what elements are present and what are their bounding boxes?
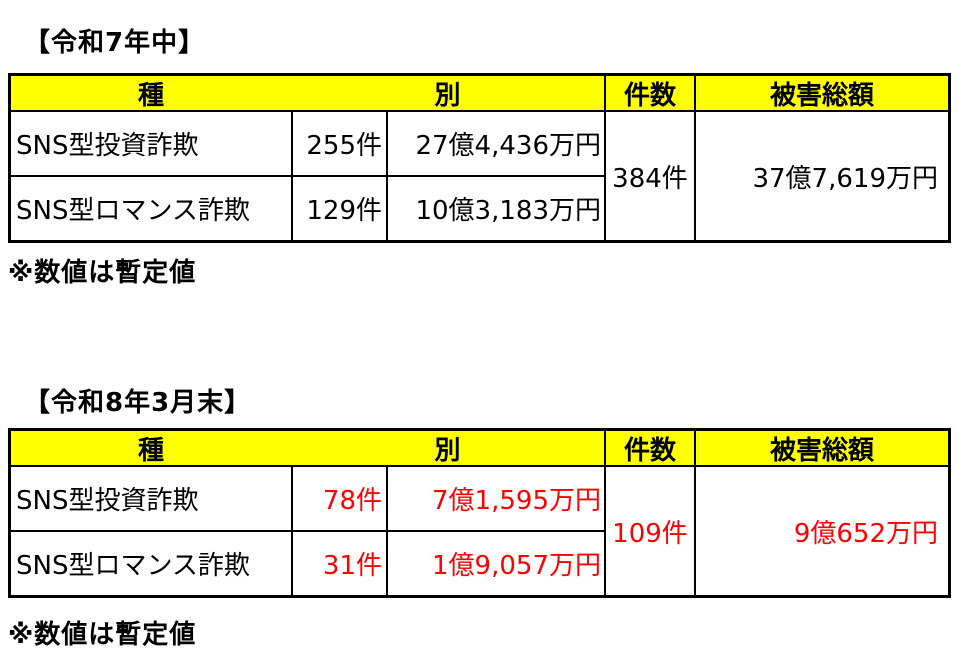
- header-type-label: 種: [137, 435, 164, 466]
- header-cases: 件数: [606, 431, 694, 465]
- fraud-table-reiwa7: 種 別 件数 被害総額 SNS型投資詐欺 255件 27億4,436万円 384…: [8, 73, 951, 243]
- header-type-category: 種 別: [11, 431, 604, 465]
- provisional-note-reiwa7: ※数値は暫定値: [8, 258, 197, 288]
- header-cases: 件数: [606, 76, 694, 110]
- section-title-reiwa8-march: 【令和8年3月末】: [24, 388, 252, 418]
- row-investment-fraud-name: SNS型投資詐欺: [11, 467, 291, 530]
- row-investment-fraud-name: SNS型投資詐欺: [11, 112, 291, 175]
- fraud-table-reiwa8-march: 種 別 件数 被害総額 SNS型投資詐欺 78件 7億1,595万円 109件 …: [8, 428, 951, 598]
- header-total-damage: 被害総額: [696, 76, 948, 110]
- row-investment-fraud-cases: 78件: [293, 467, 386, 530]
- row-romance-fraud-amount: 10億3,183万円: [388, 177, 604, 240]
- total-damage-cell: 37億7,619万円: [696, 112, 948, 240]
- total-cases-cell: 109件: [606, 467, 694, 595]
- header-total-damage: 被害総額: [696, 431, 948, 465]
- total-damage-cell: 9億652万円: [696, 467, 948, 595]
- row-investment-fraud-cases: 255件: [293, 112, 386, 175]
- row-investment-fraud-amount: 27億4,436万円: [388, 112, 604, 175]
- header-category-label: 別: [434, 80, 461, 111]
- row-romance-fraud-cases: 129件: [293, 177, 386, 240]
- row-romance-fraud-amount: 1億9,057万円: [388, 532, 604, 595]
- header-type-label: 種: [137, 80, 164, 111]
- row-romance-fraud-cases: 31件: [293, 532, 386, 595]
- total-cases-cell: 384件: [606, 112, 694, 240]
- header-category-label: 別: [434, 435, 461, 466]
- row-romance-fraud-name: SNS型ロマンス詐欺: [11, 532, 291, 595]
- row-investment-fraud-amount: 7億1,595万円: [388, 467, 604, 530]
- provisional-note-reiwa8-march: ※数値は暫定値: [8, 620, 197, 650]
- row-romance-fraud-name: SNS型ロマンス詐欺: [11, 177, 291, 240]
- header-type-category: 種 別: [11, 76, 604, 110]
- section-title-reiwa7: 【令和7年中】: [24, 28, 206, 58]
